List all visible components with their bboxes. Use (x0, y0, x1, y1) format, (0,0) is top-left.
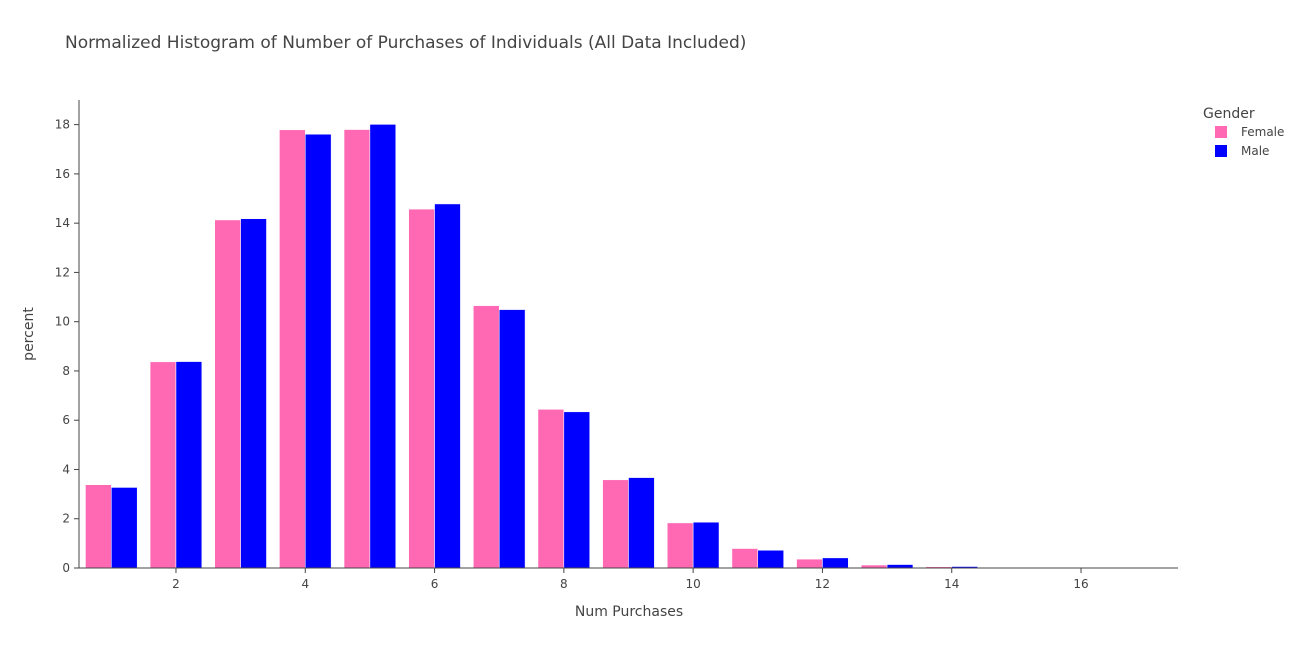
y-tick-label: 14 (55, 216, 70, 230)
bar-female-2 (149, 361, 177, 569)
y-tick-label: 18 (55, 118, 70, 132)
x-tick-label: 2 (172, 577, 180, 591)
bars-group (85, 124, 1108, 569)
legend-title: Gender (1203, 106, 1255, 122)
bar-female-12 (796, 558, 823, 569)
x-tick-label: 6 (431, 577, 439, 591)
x-tick-label: 4 (301, 577, 309, 591)
bar-female-10 (667, 522, 694, 569)
y-tick-label: 6 (62, 413, 70, 427)
y-tick-label: 8 (62, 364, 70, 378)
bar-female-6 (408, 208, 435, 569)
x-tick-label: 14 (944, 577, 959, 591)
bar-male-4 (305, 133, 332, 569)
axes-group: 0 2 4 6 8 10 12 14 16 18 2 4 6 8 10 12 14 16 (55, 100, 1178, 591)
y-tick-label: 4 (62, 462, 70, 476)
bar-female-9 (602, 479, 629, 569)
x-tick-label: 10 (686, 577, 701, 591)
bar-male-11 (757, 550, 784, 569)
legend-items: Female Male (1215, 125, 1284, 158)
legend-swatch-male[interactable] (1215, 145, 1227, 157)
bar-male-12 (822, 557, 849, 569)
legend: Gender Female Male (1203, 106, 1284, 158)
bar-female-4 (279, 129, 306, 569)
bar-female-5 (343, 129, 371, 569)
y-tick-label: 16 (55, 167, 70, 181)
y-tick-label: 12 (55, 265, 70, 279)
y-axis-title: percent (21, 307, 37, 361)
x-tick-label: 8 (560, 577, 568, 591)
bar-male-8 (563, 411, 590, 569)
bar-female-8 (537, 409, 565, 569)
bar-male-5 (369, 124, 397, 569)
chart-title: Normalized Histogram of Number of Purcha… (65, 33, 747, 53)
bar-male-3 (240, 218, 267, 569)
legend-label-female[interactable]: Female (1241, 125, 1284, 139)
bar-female-7 (473, 305, 500, 569)
legend-swatch-female[interactable] (1215, 126, 1227, 138)
bar-male-2 (175, 361, 203, 569)
y-tick-label: 0 (62, 561, 70, 575)
bar-female-11 (731, 548, 759, 569)
bar-male-9 (628, 477, 655, 569)
y-tick-label: 2 (62, 512, 70, 526)
bar-male-13 (886, 564, 914, 569)
bar-female-3 (214, 219, 241, 569)
bar-female-1 (85, 484, 112, 569)
x-tick-label: 16 (1073, 577, 1088, 591)
bar-male-7 (498, 309, 526, 569)
bar-male-10 (692, 521, 720, 569)
y-tick-label: 10 (55, 315, 70, 329)
bar-male-6 (434, 203, 461, 569)
x-axis-title: Num Purchases (575, 604, 683, 620)
x-tick-label: 12 (815, 577, 830, 591)
legend-label-male[interactable]: Male (1241, 144, 1269, 158)
bar-male-1 (111, 487, 138, 569)
